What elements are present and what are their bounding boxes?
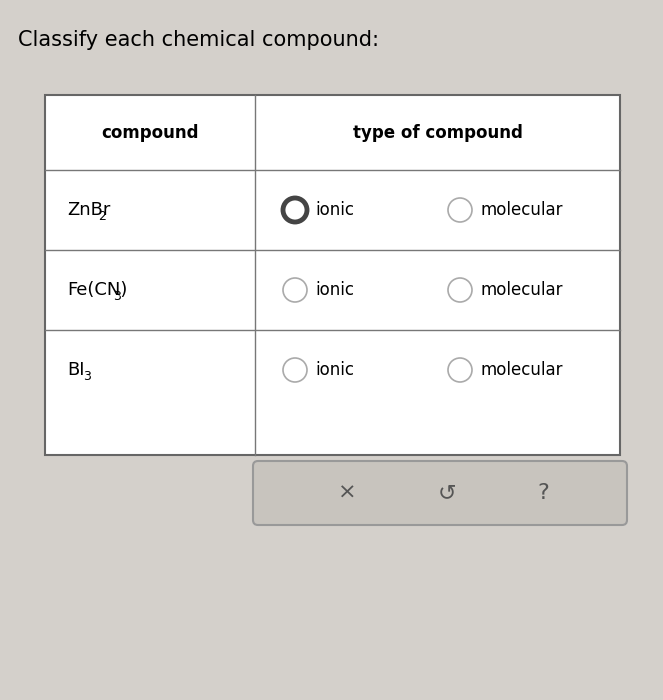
Text: BI: BI <box>67 361 84 379</box>
Text: ionic: ionic <box>315 361 354 379</box>
Circle shape <box>448 278 472 302</box>
Text: ?: ? <box>538 483 550 503</box>
Circle shape <box>283 358 307 382</box>
Text: molecular: molecular <box>480 201 562 219</box>
Text: ZnBr: ZnBr <box>67 201 110 219</box>
Circle shape <box>448 358 472 382</box>
Text: ↺: ↺ <box>438 483 457 503</box>
Text: molecular: molecular <box>480 281 562 299</box>
Text: ionic: ionic <box>315 201 354 219</box>
Circle shape <box>283 198 307 222</box>
Text: Classify each chemical compound:: Classify each chemical compound: <box>18 30 379 50</box>
Text: ionic: ionic <box>315 281 354 299</box>
Text: compound: compound <box>101 123 199 141</box>
Bar <box>45 95 620 455</box>
Text: Fe(CN): Fe(CN) <box>67 281 127 299</box>
Text: type of compound: type of compound <box>353 123 522 141</box>
FancyBboxPatch shape <box>253 461 627 525</box>
Text: 3: 3 <box>113 290 121 302</box>
Circle shape <box>283 278 307 302</box>
Circle shape <box>448 198 472 222</box>
Text: 2: 2 <box>98 209 106 223</box>
Text: 3: 3 <box>83 370 91 382</box>
Text: ×: × <box>338 483 357 503</box>
Text: molecular: molecular <box>480 361 562 379</box>
